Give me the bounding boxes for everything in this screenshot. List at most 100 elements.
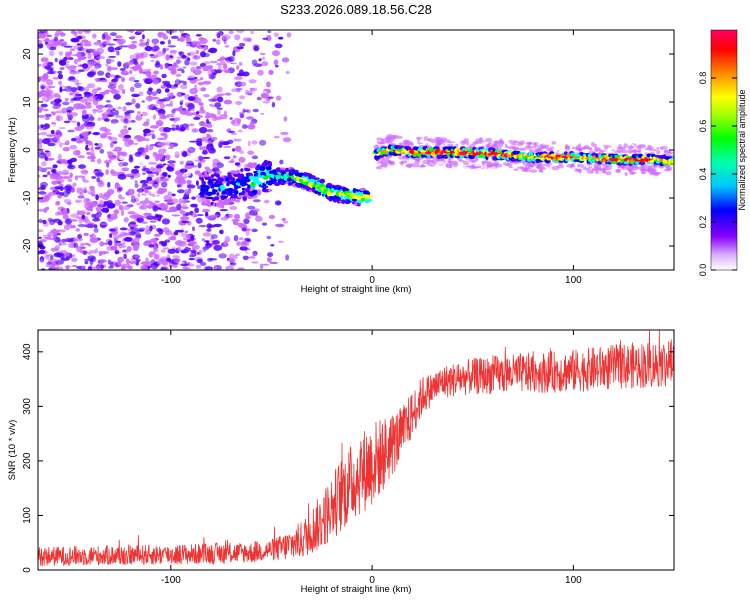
spectrogram-cell — [107, 202, 116, 209]
spectrogram-cell — [117, 45, 123, 50]
spectrogram-cell — [56, 170, 63, 176]
spectrogram-cell — [90, 147, 95, 154]
spectrogram-cell — [59, 59, 67, 66]
spectrogram-cell — [153, 39, 157, 46]
spectrogram-cell — [229, 205, 238, 211]
spectrogram-cell — [395, 135, 403, 139]
spectrogram-cell — [78, 164, 86, 169]
spectrogram-cell — [68, 76, 76, 81]
spectrogram-cell — [179, 210, 186, 215]
spectrogram-cell — [87, 52, 92, 60]
spectrogram-cell — [103, 118, 110, 122]
spectrogram-cell — [148, 251, 154, 258]
spectrogram-cell — [99, 259, 107, 263]
spectrogram-cell — [452, 162, 459, 168]
spectrogram-cell — [406, 159, 412, 165]
spectrogram-cell — [447, 159, 451, 164]
spectrogram-cell — [56, 110, 65, 114]
spectrogram-cell — [115, 89, 120, 95]
spectrogram-cell — [199, 145, 203, 151]
spectrogram-cell — [187, 103, 195, 110]
spectrogram-cell — [581, 146, 587, 150]
spectrogram-cell — [97, 117, 101, 121]
spectrogram-cell — [216, 170, 222, 174]
spectrogram-cell — [169, 118, 175, 121]
spectrogram-cell — [138, 42, 146, 47]
spectrogram-cell — [148, 162, 158, 165]
spectrogram-cell — [629, 171, 637, 175]
spectrogram-cell — [67, 178, 73, 183]
spectrogram-cell — [222, 145, 232, 148]
spectrogram-cell — [195, 111, 200, 115]
spectrogram-cell — [137, 111, 141, 114]
spectrogram-cell — [258, 58, 262, 62]
spectrogram-cell — [143, 212, 152, 216]
spectrogram-cell — [160, 85, 166, 89]
spectrogram-cell — [42, 96, 46, 102]
spectrogram-cell — [95, 206, 102, 213]
spectrogram-cell — [148, 145, 154, 151]
spectrogram-cell — [241, 187, 245, 191]
spectrogram-cell — [59, 185, 64, 192]
spectrogram-cell — [146, 215, 155, 220]
spectrogram-cell — [81, 265, 86, 270]
spectrogram-cell — [46, 134, 55, 137]
spectrogram-cell — [61, 242, 67, 246]
spectrogram-cell — [140, 261, 150, 266]
spectrogram-cell — [136, 202, 141, 206]
spectrogram-cell — [196, 141, 203, 147]
spectrogram-cell — [113, 209, 120, 215]
spectrogram-cell — [110, 121, 118, 124]
spectrogram-cell — [572, 146, 577, 150]
spectrogram-cell — [519, 149, 528, 153]
spectrogram-cell — [206, 129, 214, 133]
spectrogram-cell — [147, 191, 152, 195]
spectrogram-cell — [179, 30, 184, 34]
spectrogram-cell — [79, 56, 87, 60]
spectrogram-cell — [173, 257, 181, 264]
spectrogram-cell — [97, 267, 102, 270]
spectrogram-cell — [385, 140, 390, 144]
spectrogram-cell — [241, 227, 247, 232]
spectrogram-cell — [42, 219, 47, 225]
spectrogram-cell — [201, 181, 207, 185]
spectrogram-cell — [280, 131, 289, 136]
spectrogram-cell — [471, 160, 476, 164]
spectrogram-cell — [125, 61, 134, 65]
spectrogram-cell — [236, 30, 245, 33]
spectrogram-cell — [659, 146, 668, 150]
spectrogram-cell — [495, 163, 503, 168]
spectrogram-cell — [89, 234, 94, 238]
spectrogram-cell — [131, 168, 139, 174]
spectrogram-cell — [162, 177, 170, 181]
spectrogram-cell — [136, 30, 145, 33]
spectrogram-cell — [181, 32, 188, 36]
spectrogram-cell — [588, 166, 593, 169]
spectrogram-cell — [59, 86, 63, 93]
colorbar-tick-label: 0.2 — [698, 216, 708, 229]
spectrogram-cell — [40, 85, 45, 90]
spectrogram-cell — [85, 48, 95, 53]
spectrogram-cell — [85, 223, 95, 229]
spectrogram-cell — [67, 114, 74, 120]
spectrogram-cell — [106, 162, 110, 168]
spectrogram-cell — [133, 80, 140, 83]
colorbar-tick-label: 0.4 — [698, 168, 708, 181]
spectrogram-cell — [121, 201, 128, 204]
spectrogram-cell — [423, 140, 427, 146]
spectrogram-cell — [274, 43, 283, 49]
spectrogram-cell — [119, 231, 128, 237]
spectrogram-cell — [594, 148, 599, 153]
spectrogram-cell — [279, 159, 284, 165]
spectrogram-cell — [671, 158, 674, 163]
spectrogram-y-tick-label: -10 — [22, 190, 33, 205]
spectrogram-cell — [55, 30, 63, 35]
spectrogram-cell — [463, 138, 469, 141]
spectrogram-cell — [229, 117, 233, 120]
spectrogram-cell — [104, 89, 110, 95]
spectrogram-cell — [262, 263, 270, 266]
spectrogram-cell — [38, 165, 43, 172]
spectrogram-cell — [135, 103, 141, 109]
spectrogram-cell — [252, 108, 259, 113]
spectrogram-cell — [487, 161, 492, 165]
